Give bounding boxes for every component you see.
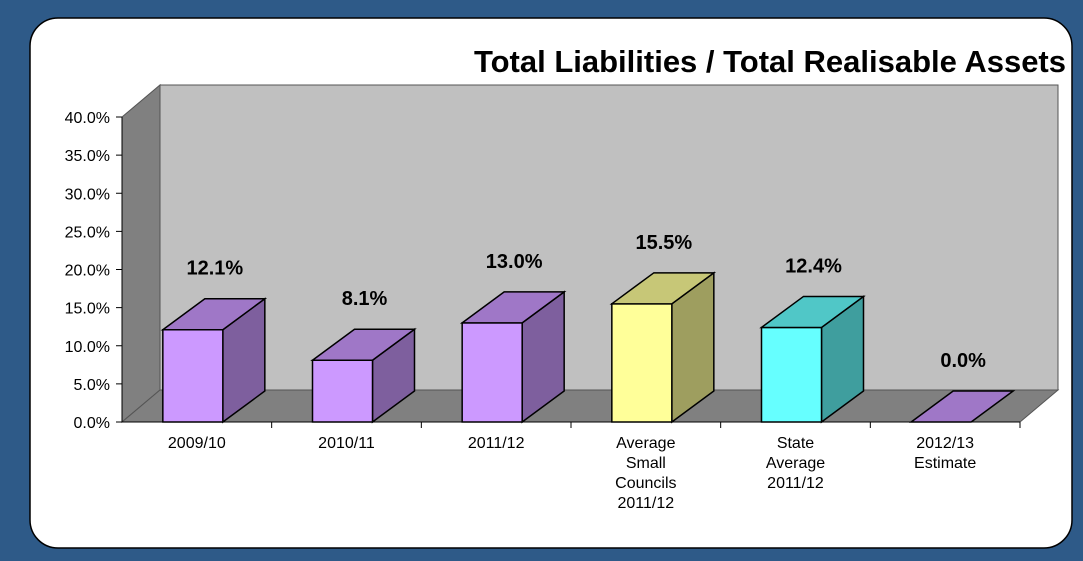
value-label: 0.0% xyxy=(940,350,986,372)
x-tick-label: 2011/12 xyxy=(468,435,525,452)
side-wall xyxy=(121,83,161,424)
y-tick-label: 15.0% xyxy=(65,301,110,318)
y-tick-label: 35.0% xyxy=(65,148,110,165)
x-tick-label: 2009/10 xyxy=(168,435,226,452)
value-label: 15.5% xyxy=(635,232,692,254)
bar xyxy=(611,303,673,423)
chart-title: Total Liabilities / Total Realisable Ass… xyxy=(474,44,1066,79)
bar xyxy=(162,328,224,423)
back-wall xyxy=(159,84,1059,391)
value-label: 13.0% xyxy=(486,251,543,273)
value-label: 12.4% xyxy=(785,255,842,277)
y-tick-label: 25.0% xyxy=(65,224,110,241)
y-tick-label: 40.0% xyxy=(65,110,110,127)
x-tick-label: Average Small Councils 2011/12 xyxy=(615,435,676,512)
y-tick-label: 0.0% xyxy=(74,415,110,432)
bar xyxy=(311,359,374,423)
x-tick-label: 2010/11 xyxy=(318,435,375,452)
bar xyxy=(461,322,523,423)
bar-top xyxy=(609,272,717,305)
bar-top xyxy=(160,297,268,331)
x-tick-label: State Average 2011/12 xyxy=(766,435,825,492)
bar xyxy=(760,326,823,423)
y-tick-label: 5.0% xyxy=(74,377,110,394)
bar-top xyxy=(908,390,1016,423)
x-tick-label: 2012/13 Estimate xyxy=(914,435,976,472)
value-label: 8.1% xyxy=(342,288,388,310)
bar-top xyxy=(759,295,866,329)
y-tick-label: 10.0% xyxy=(65,339,110,356)
bar-top xyxy=(310,328,417,361)
value-label: 12.1% xyxy=(186,258,243,280)
bar-top xyxy=(459,291,567,324)
y-tick-label: 30.0% xyxy=(65,186,110,203)
y-tick-label: 20.0% xyxy=(65,263,110,280)
